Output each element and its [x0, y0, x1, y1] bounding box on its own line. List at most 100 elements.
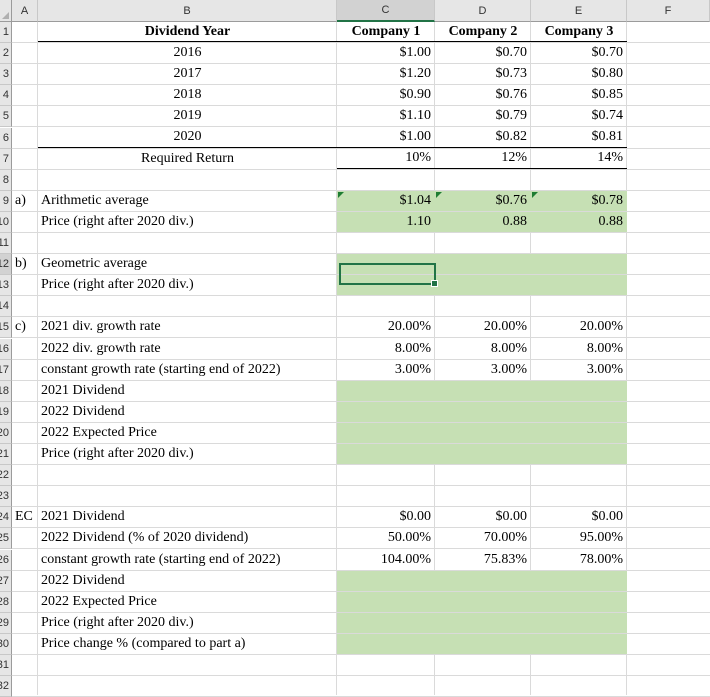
row-header-13[interactable]: 13: [0, 275, 12, 297]
row-header-15[interactable]: 15: [0, 317, 12, 339]
cell-e12[interactable]: [531, 254, 627, 275]
cell-d4[interactable]: $0.76: [495, 87, 528, 103]
cell-d10[interactable]: 0.88: [435, 211, 531, 232]
cell-c5[interactable]: $1.10: [399, 108, 432, 124]
cell-b27[interactable]: 2022 Dividend: [41, 572, 125, 588]
cell-c2[interactable]: $1.00: [399, 45, 432, 61]
cell-d28[interactable]: [435, 591, 531, 612]
cell-e7[interactable]: 14%: [531, 149, 627, 169]
cell-e2[interactable]: $0.70: [591, 45, 624, 61]
cell-b24[interactable]: 2021 Dividend: [41, 509, 125, 525]
cell-c30[interactable]: [337, 633, 435, 654]
row-header-26[interactable]: 26: [0, 549, 12, 571]
row-header-5[interactable]: 5: [0, 106, 12, 128]
row-header-4[interactable]: 4: [0, 85, 12, 107]
row-header-18[interactable]: 18: [0, 380, 12, 402]
cell-a12[interactable]: b): [15, 256, 27, 272]
row-header-25[interactable]: 25: [0, 528, 12, 550]
cell-a15[interactable]: c): [15, 319, 26, 335]
row-header-21[interactable]: 21: [0, 444, 12, 466]
cell-d9[interactable]: $0.76: [435, 190, 531, 211]
cell-e20[interactable]: [531, 422, 627, 443]
cell-e5[interactable]: $0.74: [591, 108, 624, 124]
cell-b26[interactable]: constant growth rate (starting end of 20…: [41, 551, 281, 567]
row-header-16[interactable]: 16: [0, 338, 12, 360]
cell-c1[interactable]: Company 1: [337, 22, 435, 43]
cell-b25[interactable]: 2022 Dividend (% of 2020 dividend): [41, 530, 249, 546]
cell-c27[interactable]: [337, 570, 435, 591]
cell-d26[interactable]: 75.83%: [483, 551, 527, 567]
cell-b29[interactable]: Price (right after 2020 div.): [41, 614, 194, 630]
selected-cell-c12[interactable]: [339, 263, 438, 287]
row-header-22[interactable]: 22: [0, 465, 12, 487]
cell-b4[interactable]: 2018: [173, 87, 202, 103]
cell-b19[interactable]: 2022 Dividend: [41, 403, 125, 419]
cell-c4[interactable]: $0.90: [399, 87, 432, 103]
cell-c16[interactable]: 8.00%: [394, 340, 431, 356]
cell-e15[interactable]: 20.00%: [579, 319, 623, 335]
cell-e18[interactable]: [531, 380, 627, 401]
cell-c10[interactable]: 1.10: [337, 211, 435, 232]
row-header-28[interactable]: 28: [0, 591, 12, 613]
cell-e6[interactable]: $0.81: [531, 128, 627, 148]
column-header-a[interactable]: A: [12, 0, 38, 22]
cell-e27[interactable]: [531, 570, 627, 591]
cell-b9[interactable]: Arithmetic average: [41, 192, 149, 208]
cell-a24[interactable]: EC: [15, 509, 33, 525]
cell-c9[interactable]: $1.04: [337, 190, 435, 211]
cell-d24[interactable]: $0.00: [495, 509, 528, 525]
cell-d13[interactable]: [435, 275, 531, 296]
cell-b28[interactable]: 2022 Expected Price: [41, 593, 157, 609]
cell-e30[interactable]: [531, 633, 627, 654]
cell-b12[interactable]: Geometric average: [41, 256, 148, 272]
cell-d30[interactable]: [435, 633, 531, 654]
cell-d16[interactable]: 8.00%: [490, 340, 527, 356]
cell-b5[interactable]: 2019: [173, 108, 202, 124]
cell-e17[interactable]: 3.00%: [586, 361, 623, 377]
cell-b2[interactable]: 2016: [173, 45, 202, 61]
cell-e9[interactable]: $0.78: [531, 190, 627, 211]
cell-d5[interactable]: $0.79: [495, 108, 528, 124]
cell-c29[interactable]: [337, 612, 435, 633]
cell-b18[interactable]: 2021 Dividend: [41, 382, 125, 398]
row-header-10[interactable]: 10: [0, 211, 12, 233]
column-header-b[interactable]: B: [38, 0, 337, 22]
cell-d29[interactable]: [435, 612, 531, 633]
cell-c24[interactable]: $0.00: [399, 509, 432, 525]
cell-c21[interactable]: [337, 444, 435, 465]
cell-c7[interactable]: 10%: [337, 149, 435, 169]
cell-c13[interactable]: [337, 275, 435, 296]
row-header-24[interactable]: 24: [0, 507, 12, 529]
cell-b17[interactable]: constant growth rate (starting end of 20…: [41, 361, 281, 377]
row-header-7[interactable]: 7: [0, 148, 12, 170]
row-header-32[interactable]: 32: [0, 676, 12, 697]
cell-d27[interactable]: [435, 570, 531, 591]
row-header-1[interactable]: 1: [0, 22, 12, 44]
cell-e25[interactable]: 95.00%: [579, 530, 623, 546]
row-header-12[interactable]: 12: [0, 254, 12, 276]
cell-c18[interactable]: [337, 380, 435, 401]
cell-d12[interactable]: [435, 254, 531, 275]
cell-d25[interactable]: 70.00%: [483, 530, 527, 546]
cell-c20[interactable]: [337, 422, 435, 443]
cell-c15[interactable]: 20.00%: [387, 319, 431, 335]
column-header-d[interactable]: D: [435, 0, 531, 22]
cell-b1[interactable]: Dividend Year: [38, 22, 337, 43]
select-all-corner[interactable]: [0, 0, 12, 22]
cell-c6[interactable]: $1.00: [337, 128, 435, 148]
cell-e21[interactable]: [531, 444, 627, 465]
cell-b20[interactable]: 2022 Expected Price: [41, 424, 157, 440]
cell-a9[interactable]: a): [15, 192, 26, 208]
row-header-3[interactable]: 3: [0, 64, 12, 86]
cell-e1[interactable]: Company 3: [531, 22, 627, 43]
cell-e13[interactable]: [531, 275, 627, 296]
cell-e19[interactable]: [531, 401, 627, 422]
row-header-14[interactable]: 14: [0, 296, 12, 318]
row-header-30[interactable]: 30: [0, 633, 12, 655]
row-header-8[interactable]: 8: [0, 169, 12, 191]
row-header-20[interactable]: 20: [0, 422, 12, 444]
row-header-31[interactable]: 31: [0, 655, 12, 677]
cell-b10[interactable]: Price (right after 2020 div.): [41, 213, 194, 229]
cell-e10[interactable]: 0.88: [531, 211, 627, 232]
